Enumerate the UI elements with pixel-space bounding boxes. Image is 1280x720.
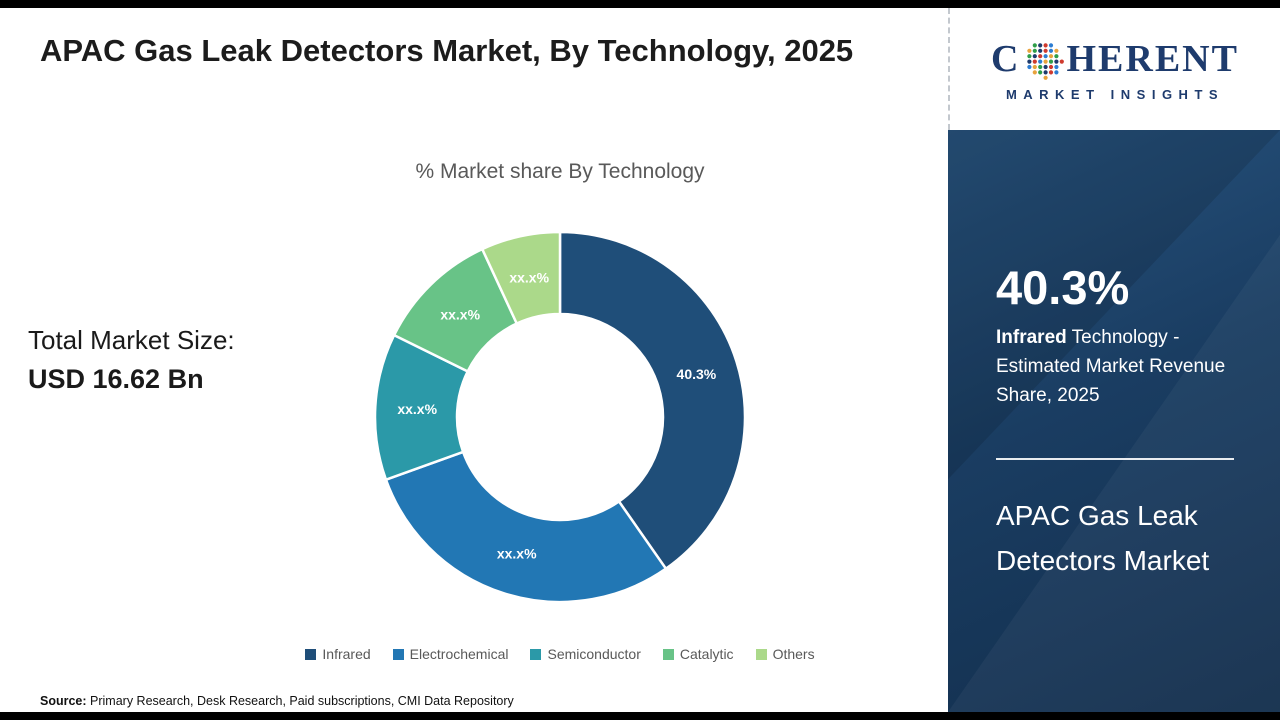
donut-segment-electrochemical <box>384 450 668 604</box>
panel-divider <box>996 458 1234 460</box>
legend-item-catalytic: Catalytic <box>662 646 734 662</box>
donut-chart-wrap: 40.3% xx.x% xx.x% xx.x% xx.x% <box>370 227 750 607</box>
donut-label-semiconductor: xx.x% <box>397 401 437 417</box>
market-size-label: Total Market Size: <box>28 325 235 355</box>
legend-label: Infrared <box>322 646 371 662</box>
source-label: Source: <box>40 694 87 708</box>
legend-item-semiconductor: Semiconductor <box>530 646 641 662</box>
highlight-term: Infrared <box>996 327 1067 348</box>
donut-label-catalytic: xx.x% <box>440 307 480 323</box>
content: APAC Gas Leak Detectors Market, By Techn… <box>0 8 1280 712</box>
legend-swatch <box>530 648 542 660</box>
highlight-description: Infrared Technology - Estimated Market R… <box>996 324 1234 411</box>
market-size-value: USD 16.62 Bn <box>28 364 204 394</box>
highlight-rest: Technology - Estimated Market Revenue Sh… <box>996 327 1226 406</box>
bottom-border-bar <box>0 712 1280 720</box>
highlight-value: 40.3% <box>996 261 1130 314</box>
donut-label-others: xx.x% <box>509 269 549 285</box>
donut-segment-infrared <box>558 230 747 570</box>
highlight-panel: 40.3% Infrared Technology - Estimated Ma… <box>948 130 1280 712</box>
legend-label: Catalytic <box>679 646 734 662</box>
side-panel: C HERENT MARKET INSIGHTS 40.3% Infrared … <box>948 8 1280 712</box>
brand-logo: C HERENT <box>991 37 1239 81</box>
legend-swatch <box>755 648 767 660</box>
legend-label: Others <box>772 646 815 662</box>
source-line: Source: Primary Research, Desk Research,… <box>40 694 514 708</box>
legend-item-electrochemical: Electrochemical <box>392 646 509 662</box>
donut-label-electrochemical: xx.x% <box>497 545 537 561</box>
donut-label-infrared: 40.3% <box>677 366 717 382</box>
logo-text-part1: C <box>991 37 1021 80</box>
legend-item-others: Others <box>755 646 815 662</box>
total-market-size: Total Market Size: USD 16.62 Bn <box>28 325 235 395</box>
legend-label: Semiconductor <box>547 646 641 662</box>
legend-swatch <box>305 648 317 660</box>
legend-label: Electrochemical <box>409 646 509 662</box>
page-title: APAC Gas Leak Detectors Market, By Techn… <box>40 33 854 68</box>
donut-segment-others <box>481 230 562 325</box>
legend-swatch <box>392 648 404 660</box>
panel-market-title: APAC Gas Leak Detectors Market <box>996 500 1210 576</box>
chart-legend: Infrared Electrochemical Semiconductor Cata… <box>180 646 940 662</box>
top-border-bar <box>0 0 1280 8</box>
logo-globe-icon <box>1027 42 1065 80</box>
main-area: APAC Gas Leak Detectors Market, By Techn… <box>0 8 948 712</box>
chart-subtitle: % Market share By Technology <box>415 160 705 183</box>
legend-swatch <box>662 648 674 660</box>
logo-subtext: MARKET INSIGHTS <box>1005 86 1225 102</box>
brand-logo-area: C HERENT MARKET INSIGHTS <box>948 8 1280 130</box>
source-text: Primary Research, Desk Research, Paid su… <box>86 694 514 708</box>
logo-text-part2: HERENT <box>1066 37 1239 80</box>
legend-item-infrared: Infrared <box>305 646 371 662</box>
donut-chart: 40.3% xx.x% xx.x% xx.x% xx.x% <box>373 230 747 604</box>
